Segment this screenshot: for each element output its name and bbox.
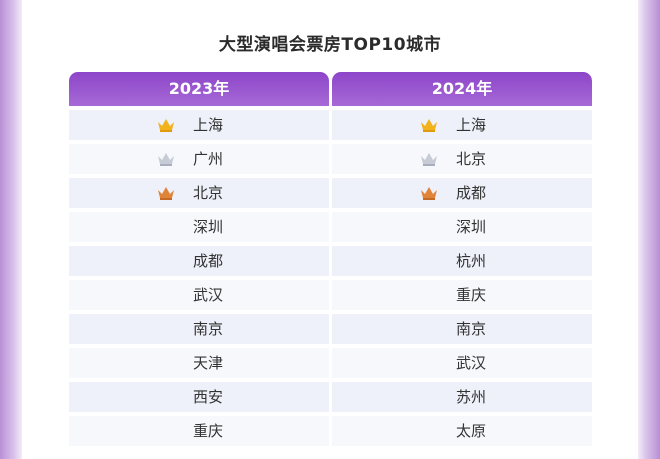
- city-name: 北京: [455, 150, 486, 168]
- city-name: 天津: [192, 354, 223, 372]
- city-name: 武汉: [192, 286, 223, 304]
- column-header-2024: 2024年: [332, 72, 592, 106]
- column-2024: 2024年 上海 北京 成都 深圳 杭州 重庆 南京 武汉 苏州 太原: [332, 72, 592, 446]
- city-name: 苏州: [455, 388, 486, 406]
- city-name: 南京: [192, 320, 223, 338]
- rank-row: 武汉: [69, 280, 329, 310]
- city-name: 成都: [455, 184, 486, 202]
- city-name: 深圳: [455, 218, 486, 236]
- gold-crown-icon: [420, 118, 438, 132]
- city-name: 武汉: [455, 354, 486, 372]
- city-name: 上海: [455, 116, 486, 134]
- city-name: 杭州: [455, 252, 486, 270]
- bronze-crown-icon: [157, 186, 175, 200]
- rank-row: 上海: [332, 110, 592, 140]
- rank-row: 深圳: [69, 212, 329, 242]
- rank-row: 北京: [69, 178, 329, 208]
- bronze-crown-icon: [420, 186, 438, 200]
- city-name: 重庆: [192, 422, 223, 440]
- city-name: 西安: [192, 388, 223, 406]
- page-title: 大型演唱会票房TOP10城市: [218, 35, 442, 55]
- city-name: 深圳: [192, 218, 223, 236]
- rank-row: 苏州: [332, 382, 592, 412]
- rank-row: 重庆: [332, 280, 592, 310]
- rank-row: 南京: [69, 314, 329, 344]
- rank-row: 成都: [332, 178, 592, 208]
- city-name: 上海: [192, 116, 223, 134]
- city-name: 广州: [192, 150, 223, 168]
- rank-row: 南京: [332, 314, 592, 344]
- rank-row: 太原: [332, 416, 592, 446]
- rank-row: 天津: [69, 348, 329, 378]
- gold-crown-icon: [157, 118, 175, 132]
- column-header-2023: 2023年: [69, 72, 329, 106]
- column-2023: 2023年 上海 广州 北京 深圳 成都 武汉 南京 天津 西安 重庆: [69, 72, 329, 446]
- city-name: 太原: [455, 422, 486, 440]
- rank-row: 成都: [69, 246, 329, 276]
- rank-row: 重庆: [69, 416, 329, 446]
- rank-row: 北京: [332, 144, 592, 174]
- silver-crown-icon: [420, 152, 438, 166]
- rank-row: 深圳: [332, 212, 592, 242]
- rank-row: 武汉: [332, 348, 592, 378]
- rank-row: 上海: [69, 110, 329, 140]
- rank-row: 杭州: [332, 246, 592, 276]
- silver-crown-icon: [157, 152, 175, 166]
- city-name: 重庆: [455, 286, 486, 304]
- city-name: 南京: [455, 320, 486, 338]
- city-name: 北京: [192, 184, 223, 202]
- rank-row: 西安: [69, 382, 329, 412]
- city-name: 成都: [192, 252, 223, 270]
- rank-row: 广州: [69, 144, 329, 174]
